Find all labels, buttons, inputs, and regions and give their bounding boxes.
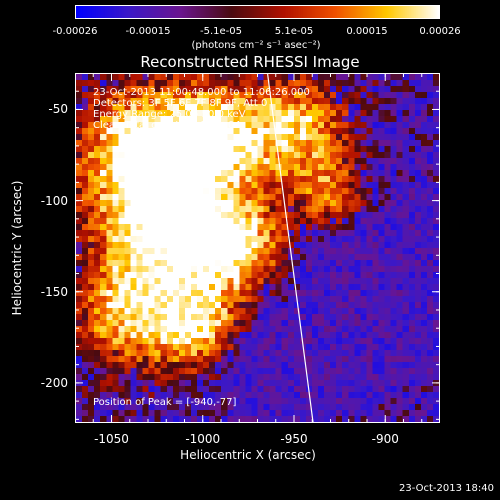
colorbar-tick-label: -0.00026 [52, 26, 98, 37]
colorbar-tick-label: 5.1e-05 [274, 26, 314, 37]
y-tick-label: -150 [40, 284, 68, 299]
image-plot [75, 73, 440, 423]
energy-range-text: Energy Range: 25.0 - 50.0 keV [93, 109, 246, 120]
y-tick-label: -50 [48, 102, 68, 117]
limb-overlay [267, 74, 314, 422]
plot-title: Reconstructed RHESSI Image [140, 53, 360, 71]
x-tick-label: -900 [371, 432, 399, 446]
x-tick-label: -1000 [185, 432, 221, 446]
colorbar-units: (photons cm⁻² s⁻¹ asec⁻²) [191, 40, 321, 51]
colorbar [75, 5, 440, 19]
rhessi-image-heatmap [76, 74, 439, 422]
x-tick-label: -950 [280, 432, 308, 446]
colorbar-tick-label: -0.00015 [125, 26, 171, 37]
method-counts-text: Clean Total counts: 1.21E+04 [93, 120, 241, 131]
colorbar-tick-label: 0.00026 [419, 26, 461, 37]
x-axis-label: Heliocentric X (arcsec) [180, 448, 316, 462]
peak-position-text: Position of Peak = [-940,-77] [93, 397, 237, 408]
y-tick-label: -200 [40, 375, 68, 390]
time-range-text: 23-Oct-2013 11:00:48.000 to 11:06:26.000 [93, 87, 310, 98]
x-tick-label: -1050 [94, 432, 129, 446]
colorbar-tick-label: 0.00015 [346, 26, 388, 37]
detectors-text: Detectors: 3F 5F 6F 7F 8F 9F, Att 0 [93, 98, 268, 109]
solar-limb-line [267, 74, 314, 422]
y-axis-label: Heliocentric Y (arcsec) [10, 180, 24, 316]
timestamp-footer: 23-Oct-2013 18:40 [399, 483, 494, 494]
colorbar-tick-label: -5.1e-05 [200, 26, 242, 37]
y-tick-label: -100 [40, 193, 68, 208]
